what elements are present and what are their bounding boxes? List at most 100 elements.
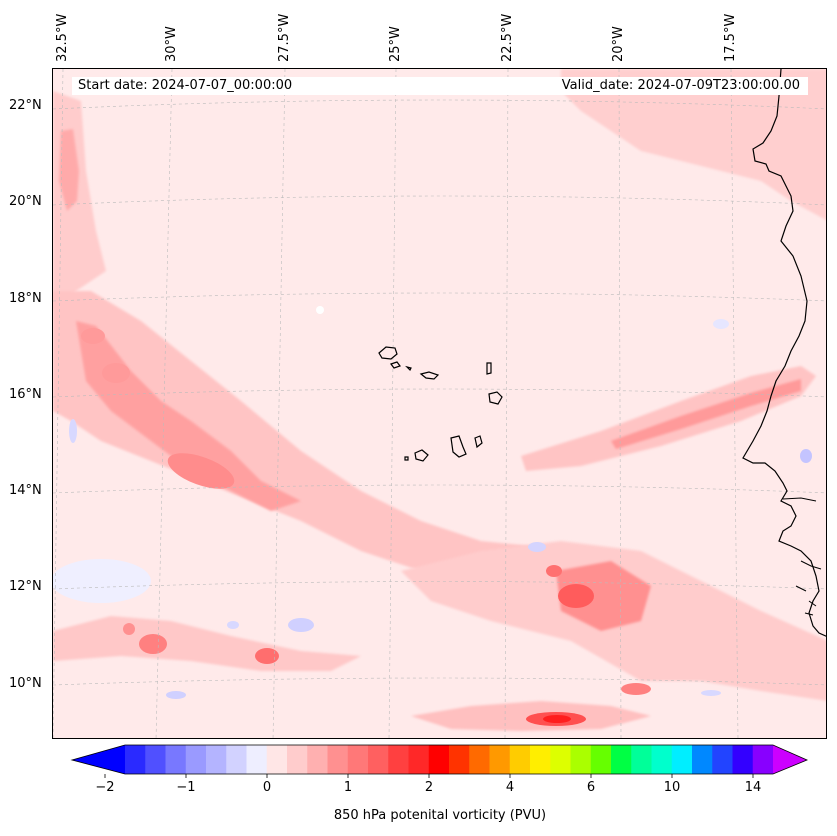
neg-pv-patch-2	[528, 542, 546, 552]
colorbar-cell	[428, 745, 450, 774]
colorbar-cell	[368, 745, 389, 774]
neg-pv-patch-1	[288, 618, 314, 632]
neg-pv-patch-6	[53, 559, 151, 603]
colorbar-outline	[70, 744, 809, 775]
lon-label-17-5w: 17.5°W	[723, 13, 738, 62]
colorbar-cell	[469, 745, 491, 774]
island-sal	[486, 362, 492, 375]
pv-band-west-core	[59, 129, 79, 211]
colorbar-cell	[287, 745, 308, 774]
valid-date-text: Valid_date: 2024-07-09T23:00:00.00	[561, 78, 800, 93]
lon-label-20w: 20°W	[611, 26, 626, 62]
colorbar-cell	[185, 745, 207, 774]
lat-label-14n: 14°N	[9, 483, 42, 498]
colorbar-cell	[611, 745, 632, 774]
island-sao-vicente	[390, 361, 401, 369]
colorbar-cell	[206, 745, 227, 774]
colorbar-tick-label: 10	[663, 780, 681, 795]
colorbar-cell	[550, 745, 572, 774]
colorbar-cell	[530, 745, 551, 774]
pv-white-spot	[316, 306, 324, 314]
africa-coastline	[742, 69, 826, 637]
pv-region-northeast	[561, 69, 826, 220]
guinea-bissau-islands	[795, 560, 822, 616]
colorbar-cell	[449, 745, 470, 774]
colorbar-tick-label: 0	[262, 780, 272, 795]
colorbar-cell	[752, 745, 774, 774]
colorbar-tick-label: −2	[95, 780, 115, 795]
island-santa-luzia	[405, 365, 412, 372]
cape-verde-islands	[378, 346, 503, 462]
island-santo-antao	[378, 346, 398, 360]
colorbar-cell	[165, 745, 187, 774]
colorbar-label: 850 hPa potenital vorticity (PVU)	[333, 808, 547, 823]
colorbar-cell	[712, 745, 734, 774]
pv-bottom-peak	[543, 715, 571, 723]
pv-field-map	[53, 69, 826, 738]
map-panel[interactable]	[52, 68, 827, 739]
colorbar	[70, 744, 809, 778]
colorbar-cell	[631, 745, 653, 774]
island-sao-nicolau	[419, 371, 440, 380]
colorbar-cell	[327, 745, 349, 774]
neg-pv-patch-9	[227, 621, 239, 629]
pv-blob-sw-2	[255, 648, 279, 664]
colorbar-cell	[266, 745, 288, 774]
colorbar-cell	[388, 745, 410, 774]
colorbar-extend-max	[773, 745, 807, 774]
graticule	[53, 69, 826, 738]
pv-blob-east-south	[621, 683, 651, 695]
colorbar-cell	[145, 745, 167, 774]
lon-label-32-5w: 32.5°W	[55, 13, 70, 62]
colorbar-cell	[489, 745, 511, 774]
date-info-box: Start date: 2024-07-07_00:00:00 Valid_da…	[72, 77, 808, 95]
pv-band-east	[521, 366, 816, 471]
colorbar-tick-label: −1	[176, 780, 196, 795]
colorbar-tick-label: 6	[586, 780, 596, 795]
pv-south-max-2	[546, 565, 562, 577]
neg-pv-patch-8	[701, 690, 721, 696]
start-date-text: Start date: 2024-07-07_00:00:00	[78, 78, 293, 93]
pv-south-max	[558, 584, 594, 608]
pv-blob-sw-3	[123, 623, 135, 635]
pv-core-blob-1	[167, 453, 235, 489]
colorbar-cell	[307, 745, 329, 774]
lat-label-20n: 20°N	[9, 194, 42, 209]
colorbar-cell	[732, 745, 754, 774]
lat-label-18n: 18°N	[9, 291, 42, 306]
lon-label-25w: 25°W	[388, 26, 403, 62]
pv-south-core	[556, 561, 651, 631]
lat-label-16n: 16°N	[9, 387, 42, 402]
colorbar-cell	[570, 745, 592, 774]
colorbar-cell	[347, 745, 369, 774]
colorbar-tick-label: 4	[505, 780, 515, 795]
colorbar-cell	[226, 745, 248, 774]
colorbar-cell	[408, 745, 430, 774]
gambia-river	[782, 497, 817, 502]
lon-label-30w: 30°W	[164, 26, 179, 62]
colorbar-tick-label: 2	[424, 780, 434, 795]
neg-pv-patch-3	[166, 691, 186, 699]
island-maio	[474, 435, 483, 449]
neg-pv-patch-5	[800, 449, 812, 463]
colorbar-cell	[246, 745, 268, 774]
colorbar-cell	[692, 745, 713, 774]
island-brava	[404, 456, 409, 461]
pv-core-blob-2	[102, 363, 130, 383]
colorbar-cell	[671, 745, 693, 774]
island-boa-vista	[488, 391, 503, 405]
colorbar-cell	[651, 745, 673, 774]
lon-label-22-5w: 22.5°W	[500, 13, 515, 62]
island-fogo	[414, 449, 429, 462]
colorbar-cells	[72, 745, 807, 774]
pv-band-northwest-southeast	[53, 291, 561, 591]
colorbar-tick-label: 1	[343, 780, 353, 795]
neg-pv-patch-7	[713, 319, 729, 329]
pv-blob-sw-1	[139, 634, 167, 654]
lat-label-12n: 12°N	[9, 579, 42, 594]
lon-label-27-5w: 27.5°W	[277, 13, 292, 62]
neg-pv-patch-4	[69, 419, 77, 443]
colorbar-cell	[125, 745, 146, 774]
island-santiago	[450, 435, 467, 458]
lat-label-10n: 10°N	[9, 676, 42, 691]
